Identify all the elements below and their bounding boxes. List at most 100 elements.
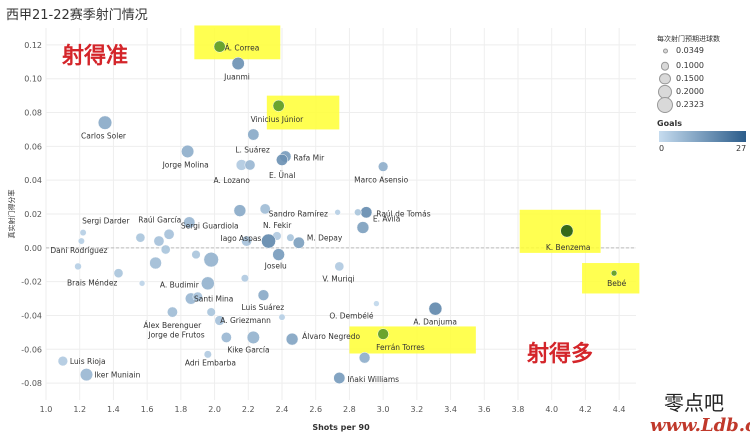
point-label: Raúl de Tomás <box>376 209 430 218</box>
point-label: E. Ávila <box>373 215 400 224</box>
highlight-box <box>519 209 601 253</box>
highlight-box <box>582 263 640 294</box>
x-tick-label: 1.8 <box>174 405 187 414</box>
y-tick-label: -0.02 <box>21 278 42 287</box>
x-tick-label: 3.8 <box>512 405 525 414</box>
data-point <box>201 276 215 291</box>
size-legend-label: 0.0349 <box>676 46 704 55</box>
data-point <box>333 372 346 384</box>
size-legend-label: 0.1000 <box>676 61 704 70</box>
data-point <box>360 206 373 219</box>
x-tick-label: 3.2 <box>410 405 423 414</box>
point-label: Rafa Mir <box>293 154 325 163</box>
x-tick-label: 2.8 <box>343 405 356 414</box>
x-tick-label: 4.4 <box>613 405 626 414</box>
data-point <box>354 208 362 217</box>
chart-title: 西甲21-22赛季射门情况 <box>6 8 148 23</box>
data-point <box>167 306 178 318</box>
data-point <box>191 250 201 260</box>
point-label: Álvaro Negredo <box>302 332 360 341</box>
point-label: Kike García <box>227 345 269 354</box>
annotation-accurate: 射得准 <box>62 44 129 69</box>
data-point <box>259 203 271 215</box>
y-tick-label: 0.00 <box>24 244 42 253</box>
point-label: M. Depay <box>307 234 343 243</box>
size-legend-circle <box>659 73 671 85</box>
y-tick-label: 0.08 <box>24 109 42 118</box>
point-label: Sandro Ramírez <box>269 209 328 218</box>
color-legend-max: 27 <box>736 144 747 153</box>
point-label: N. Fekir <box>263 221 292 230</box>
y-tick-label: 0.10 <box>24 75 42 84</box>
color-legend-min: 0 <box>659 144 665 153</box>
point-label: Iker Muniain <box>94 371 140 380</box>
point-label: Brais Méndez <box>67 278 117 287</box>
label-layer: Á. Correa Juanmi Vinicius Júnior Carlos Sol… <box>50 44 626 384</box>
data-point <box>113 268 124 279</box>
data-point <box>153 235 165 247</box>
x-tick-label: 3.6 <box>478 405 491 414</box>
size-legend-circle <box>657 97 673 113</box>
point-label: A. Danjuma <box>413 318 457 327</box>
y-tick-label: -0.06 <box>21 345 42 354</box>
data-point <box>334 261 345 272</box>
data-point <box>77 237 85 245</box>
data-point <box>560 224 574 238</box>
size-legend-label: 0.1500 <box>676 74 704 83</box>
data-point <box>79 368 93 382</box>
size-legend-circle <box>660 61 670 71</box>
point-label: A. Griezmann <box>220 316 271 325</box>
point-label: Luis Rioja <box>70 357 106 366</box>
point-label: Sergi Darder <box>82 217 130 226</box>
data-point <box>276 153 288 166</box>
point-label: Iñaki Williams <box>347 375 399 384</box>
watermark-url: www.Ldb.cc <box>650 415 750 436</box>
y-axis-title: 真实射门得分率 <box>7 190 16 239</box>
x-tick-label: 2.0 <box>208 405 221 414</box>
point-label: Sergi Guardiola <box>181 222 239 231</box>
point-label: V. Muriqi <box>322 274 354 283</box>
y-tick-label: 0.12 <box>24 41 42 50</box>
data-point <box>356 221 370 234</box>
point-label: Marco Asensio <box>354 176 408 185</box>
data-point <box>610 270 618 277</box>
point-label: Santi Mina <box>194 295 233 304</box>
x-tick-label: 4.0 <box>545 405 558 414</box>
watermark-logo: 零点吧 <box>664 391 724 415</box>
point-label: Jorge de Frutos <box>147 330 204 339</box>
data-point <box>183 216 196 229</box>
annotation-volume: 射得多 <box>527 342 594 367</box>
x-tick-label: 1.4 <box>107 405 120 414</box>
data-point <box>247 128 260 141</box>
data-point <box>241 235 252 247</box>
x-tick-label: 3.0 <box>377 405 390 414</box>
data-point <box>149 256 162 270</box>
y-tick-label: 0.04 <box>24 176 42 185</box>
x-tick-label: 1.0 <box>40 405 53 414</box>
data-point <box>334 209 341 216</box>
x-axis-title: Shots per 90 <box>312 423 370 432</box>
data-point <box>272 248 285 261</box>
data-point <box>285 332 299 346</box>
data-point <box>192 291 203 302</box>
point-label: L. Suárez <box>235 146 270 155</box>
data-point <box>272 99 285 112</box>
data-point <box>214 315 225 326</box>
point-layer <box>57 40 618 384</box>
data-point <box>206 307 216 317</box>
x-tick-label: 1.2 <box>73 405 86 414</box>
size-legend-label: 0.2323 <box>676 100 704 109</box>
point-label: Carlos Soler <box>81 132 127 141</box>
axis-layer: 1.0 1.2 1.4 1.6 1.8 2.0 2.2 2.4 2.6 2.8 3.0 3.2 3.4 3… <box>7 41 626 432</box>
point-label: Ferrán Torres <box>376 343 425 352</box>
point-label: Adri Embarba <box>185 358 236 367</box>
data-point <box>213 40 226 53</box>
point-label: Vinicius Júnior <box>251 115 305 124</box>
x-tick-label: 1.6 <box>141 405 154 414</box>
size-legend-title: 每次射门预期进球数 <box>657 35 720 43</box>
point-label: A. Lozano <box>214 176 251 185</box>
data-point <box>378 161 389 172</box>
highlight-box <box>194 25 281 60</box>
data-point <box>160 244 171 255</box>
x-tick-label: 2.4 <box>276 405 289 414</box>
